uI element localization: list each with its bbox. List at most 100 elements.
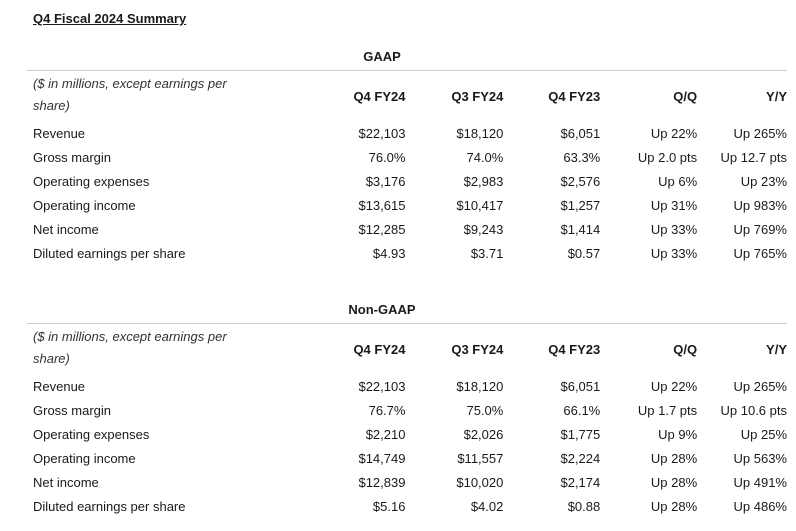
table-cell: $10,020	[456, 474, 504, 490]
table-cell: Up 33%	[650, 221, 698, 237]
table-cell: Up 12.7 pts	[720, 149, 788, 165]
table-cell: Up 28%	[650, 450, 698, 466]
table-cell: Up 9%	[658, 426, 698, 442]
table-cell: $14,749	[358, 450, 406, 466]
row-label: Diluted earnings per share	[33, 245, 186, 261]
table-cell: $10,417	[456, 197, 504, 213]
units-note: ($ in millions, except earnings per shar…	[33, 329, 227, 366]
table-cell: $22,103	[358, 378, 406, 394]
table-cell: $0.57	[567, 245, 601, 261]
table-cell: $11,557	[457, 450, 504, 466]
table-cell: $22,103	[358, 125, 406, 141]
row-label: Net income	[33, 221, 99, 237]
column-header: Q/Q	[673, 88, 698, 104]
table-cell: Up 486%	[733, 498, 787, 514]
table-cell: 75.0%	[466, 402, 504, 418]
table-cell: $4.93	[372, 245, 406, 261]
table-cell: Up 983%	[733, 197, 787, 213]
table-cell: 63.3%	[563, 149, 601, 165]
table-cell: Up 23%	[740, 173, 787, 189]
table-row: Net income $12,285 $9,243 $1,414 Up 33% …	[27, 217, 787, 241]
row-label: Operating expenses	[33, 426, 150, 442]
table-cell: $2,026	[463, 426, 504, 442]
table-cell: Up 563%	[733, 450, 787, 466]
table-cell: 66.1%	[563, 402, 601, 418]
table-cell: Up 10.6 pts	[720, 402, 788, 418]
table-cell: Up 265%	[733, 125, 787, 141]
row-label: Net income	[33, 474, 99, 490]
table-cell: $4.02	[470, 498, 504, 514]
table-cell: Up 28%	[650, 498, 698, 514]
row-label: Revenue	[33, 378, 86, 394]
gaap-table: ($ in millions, except earnings per shar…	[27, 70, 787, 265]
column-header: Q4 FY24	[353, 88, 406, 104]
table-cell: $1,775	[560, 426, 601, 442]
table-row: Revenue $22,103 $18,120 $6,051 Up 22% Up…	[27, 121, 787, 145]
table-cell: $1,414	[560, 221, 601, 237]
table-row: Revenue $22,103 $18,120 $6,051 Up 22% Up…	[27, 374, 787, 398]
table-cell: Up 33%	[650, 245, 698, 261]
column-header: Y/Y	[766, 341, 787, 357]
table-cell: $3,176	[365, 173, 406, 189]
row-label: Gross margin	[33, 402, 112, 418]
row-label: Revenue	[33, 125, 86, 141]
table-cell: $12,285	[358, 221, 406, 237]
table-cell: $18,120	[456, 125, 504, 141]
table-cell: Up 31%	[650, 197, 698, 213]
table-cell: $9,243	[463, 221, 504, 237]
table-row: Gross margin 76.7% 75.0% 66.1% Up 1.7 pt…	[27, 398, 787, 422]
table-cell: $1,257	[560, 197, 601, 213]
table-cell: $0.88	[567, 498, 601, 514]
table-cell: Up 22%	[650, 378, 698, 394]
table-cell: $18,120	[456, 378, 504, 394]
table-row: Operating expenses $3,176 $2,983 $2,576 …	[27, 169, 787, 193]
column-header: Y/Y	[766, 88, 787, 104]
table-cell: $2,983	[463, 173, 504, 189]
table-row: Diluted earnings per share $4.93 $3.71 $…	[27, 241, 787, 265]
row-label: Operating expenses	[33, 173, 150, 189]
table-row: Gross margin 76.0% 74.0% 63.3% Up 2.0 pt…	[27, 145, 787, 169]
non-gaap-table: ($ in millions, except earnings per shar…	[27, 323, 787, 518]
table-cell: $6,051	[560, 125, 601, 141]
table-cell: $2,210	[365, 426, 406, 442]
table-cell: Up 769%	[733, 221, 787, 237]
table-cell: Up 6%	[658, 173, 698, 189]
section-label-text: GAAP	[363, 49, 401, 64]
column-header: Q4 FY23	[548, 341, 601, 357]
table-cell: $3.71	[470, 245, 504, 261]
column-header: Q4 FY24	[353, 341, 406, 357]
table-cell: Up 491%	[733, 474, 787, 490]
table-cell: Up 265%	[733, 378, 787, 394]
table-header-row: ($ in millions, except earnings per shar…	[27, 324, 787, 375]
column-header: Q3 FY24	[451, 341, 504, 357]
table-cell: $13,615	[358, 197, 406, 213]
column-header: Q3 FY24	[451, 88, 504, 104]
table-row: Operating income $13,615 $10,417 $1,257 …	[27, 193, 787, 217]
table-cell: $2,224	[560, 450, 601, 466]
table-cell: 76.0%	[368, 149, 406, 165]
table-cell: Up 1.7 pts	[637, 402, 698, 418]
table-row: Diluted earnings per share $5.16 $4.02 $…	[27, 494, 787, 518]
table-cell: $2,576	[560, 173, 601, 189]
table-cell: Up 765%	[733, 245, 787, 261]
units-note: ($ in millions, except earnings per shar…	[33, 76, 227, 113]
section-label-text: Non-GAAP	[348, 302, 416, 317]
table-cell: Up 25%	[740, 426, 787, 442]
page-title: Q4 Fiscal 2024 Summary	[33, 11, 187, 26]
table-cell: Up 2.0 pts	[637, 149, 698, 165]
table-cell: Up 28%	[650, 474, 698, 490]
table-cell: $6,051	[560, 378, 601, 394]
table-cell: 76.7%	[368, 402, 406, 418]
table-row: Operating expenses $2,210 $2,026 $1,775 …	[27, 422, 787, 446]
table-row: Operating income $14,749 $11,557 $2,224 …	[27, 446, 787, 470]
column-header: Q/Q	[673, 341, 698, 357]
row-label: Operating income	[33, 450, 136, 466]
column-header: Q4 FY23	[548, 88, 601, 104]
row-label: Gross margin	[33, 149, 112, 165]
table-cell: $12,839	[358, 474, 406, 490]
table-cell: $5.16	[372, 498, 406, 514]
row-label: Operating income	[33, 197, 136, 213]
row-label: Diluted earnings per share	[33, 498, 186, 514]
table-cell: Up 22%	[650, 125, 698, 141]
table-cell: $2,174	[560, 474, 601, 490]
